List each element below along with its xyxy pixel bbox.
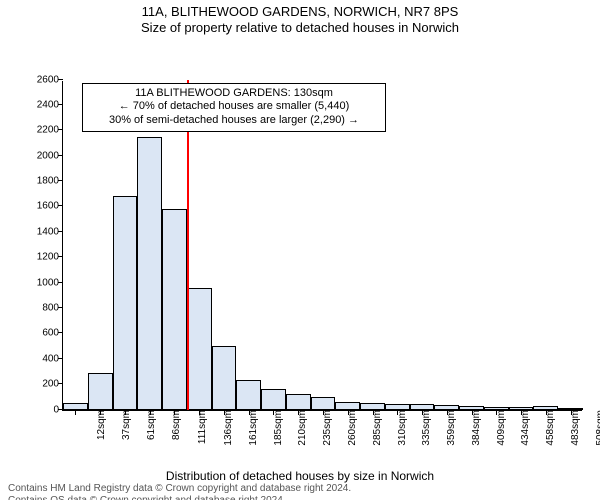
y-tick-label: 1600 [37, 201, 63, 212]
x-tick-mark [273, 410, 274, 415]
y-tick-mark [58, 383, 63, 384]
x-tick-label: 434sqm [514, 410, 531, 446]
footer-line2: Contains OS data © Crown copyright and d… [0, 495, 600, 500]
x-tick-mark [422, 410, 423, 415]
y-tick-label: 1800 [37, 176, 63, 187]
x-tick-label: 161sqm [242, 410, 259, 446]
x-tick-label: 37sqm [115, 410, 132, 440]
x-tick-label: 12sqm [90, 410, 107, 440]
x-tick-mark [348, 410, 349, 415]
histogram-bar [113, 196, 138, 409]
x-tick-label: 210sqm [291, 410, 308, 446]
footer-line1: Contains HM Land Registry data © Crown c… [0, 483, 600, 496]
histogram-bar [187, 288, 212, 410]
y-tick-mark [58, 358, 63, 359]
x-tick-mark [496, 410, 497, 415]
x-tick-label: 260sqm [341, 410, 358, 446]
x-tick-label: 285sqm [366, 410, 383, 446]
x-tick-label: 136sqm [217, 410, 234, 446]
histogram-bar [137, 137, 162, 410]
y-tick-mark [58, 79, 63, 80]
y-tick-label: 1200 [37, 252, 63, 263]
x-tick-label: 86sqm [165, 410, 182, 440]
x-tick-label: 61sqm [140, 410, 157, 440]
y-tick-mark [58, 231, 63, 232]
page-title-line1: 11A, BLITHEWOOD GARDENS, NORWICH, NR7 8P… [0, 4, 600, 20]
y-tick-label: 1400 [37, 226, 63, 237]
y-tick-mark [58, 332, 63, 333]
histogram-chart: Number of detached properties 0200400600… [0, 37, 600, 467]
x-tick-mark [224, 410, 225, 415]
y-tick-label: 1000 [37, 277, 63, 288]
y-tick-label: 2600 [37, 74, 63, 85]
y-tick-mark [58, 129, 63, 130]
annotation-line1: 11A BLITHEWOOD GARDENS: 130sqm [89, 87, 379, 101]
histogram-bar [335, 402, 360, 410]
y-tick-label: 600 [42, 328, 63, 339]
x-tick-mark [373, 410, 374, 415]
x-tick-mark [249, 410, 250, 415]
annotation-line3: 30% of semi-detached houses are larger (… [89, 114, 379, 128]
x-tick-mark [571, 410, 572, 415]
x-tick-mark [472, 410, 473, 415]
y-tick-label: 200 [42, 379, 63, 390]
histogram-bar [88, 373, 113, 410]
x-tick-label: 310sqm [390, 410, 407, 446]
y-tick-mark [58, 307, 63, 308]
annotation-box: 11A BLITHEWOOD GARDENS: 130sqm ← 70% of … [82, 83, 386, 132]
x-tick-label: 185sqm [266, 410, 283, 446]
x-axis-label: Distribution of detached houses by size … [0, 469, 600, 483]
x-tick-mark [521, 410, 522, 415]
histogram-bar [286, 394, 311, 409]
histogram-bar [236, 380, 261, 409]
y-tick-label: 800 [42, 302, 63, 313]
x-tick-label: 384sqm [465, 410, 482, 446]
annotation-line2: ← 70% of detached houses are smaller (5,… [89, 100, 379, 114]
y-tick-label: 2200 [37, 125, 63, 136]
x-tick-mark [397, 410, 398, 415]
x-tick-label: 458sqm [539, 410, 556, 446]
y-tick-mark [58, 104, 63, 105]
histogram-bar [212, 346, 237, 409]
x-tick-mark [447, 410, 448, 415]
y-tick-mark [58, 282, 63, 283]
x-tick-label: 335sqm [415, 410, 432, 446]
x-tick-label: 359sqm [440, 410, 457, 446]
x-tick-mark [125, 410, 126, 415]
y-tick-label: 400 [42, 353, 63, 364]
x-tick-label: 409sqm [489, 410, 506, 446]
y-tick-label: 2400 [37, 99, 63, 110]
y-tick-label: 0 [53, 404, 63, 415]
y-tick-mark [58, 180, 63, 181]
x-tick-mark [323, 410, 324, 415]
x-tick-label: 508sqm [588, 410, 600, 446]
x-tick-label: 111sqm [191, 410, 208, 444]
x-tick-mark [174, 410, 175, 415]
y-tick-mark [58, 155, 63, 156]
x-tick-label: 235sqm [316, 410, 333, 446]
x-tick-mark [150, 410, 151, 415]
x-tick-mark [100, 410, 101, 415]
histogram-bar [261, 389, 286, 409]
x-tick-mark [298, 410, 299, 415]
y-tick-mark [58, 205, 63, 206]
x-tick-mark [75, 410, 76, 415]
x-tick-mark [199, 410, 200, 415]
y-tick-label: 2000 [37, 150, 63, 161]
histogram-bar [311, 397, 336, 410]
y-tick-mark [58, 256, 63, 257]
x-tick-label: 483sqm [564, 410, 581, 446]
page-title-line2: Size of property relative to detached ho… [0, 20, 600, 36]
histogram-bar [162, 209, 187, 410]
x-tick-mark [546, 410, 547, 415]
